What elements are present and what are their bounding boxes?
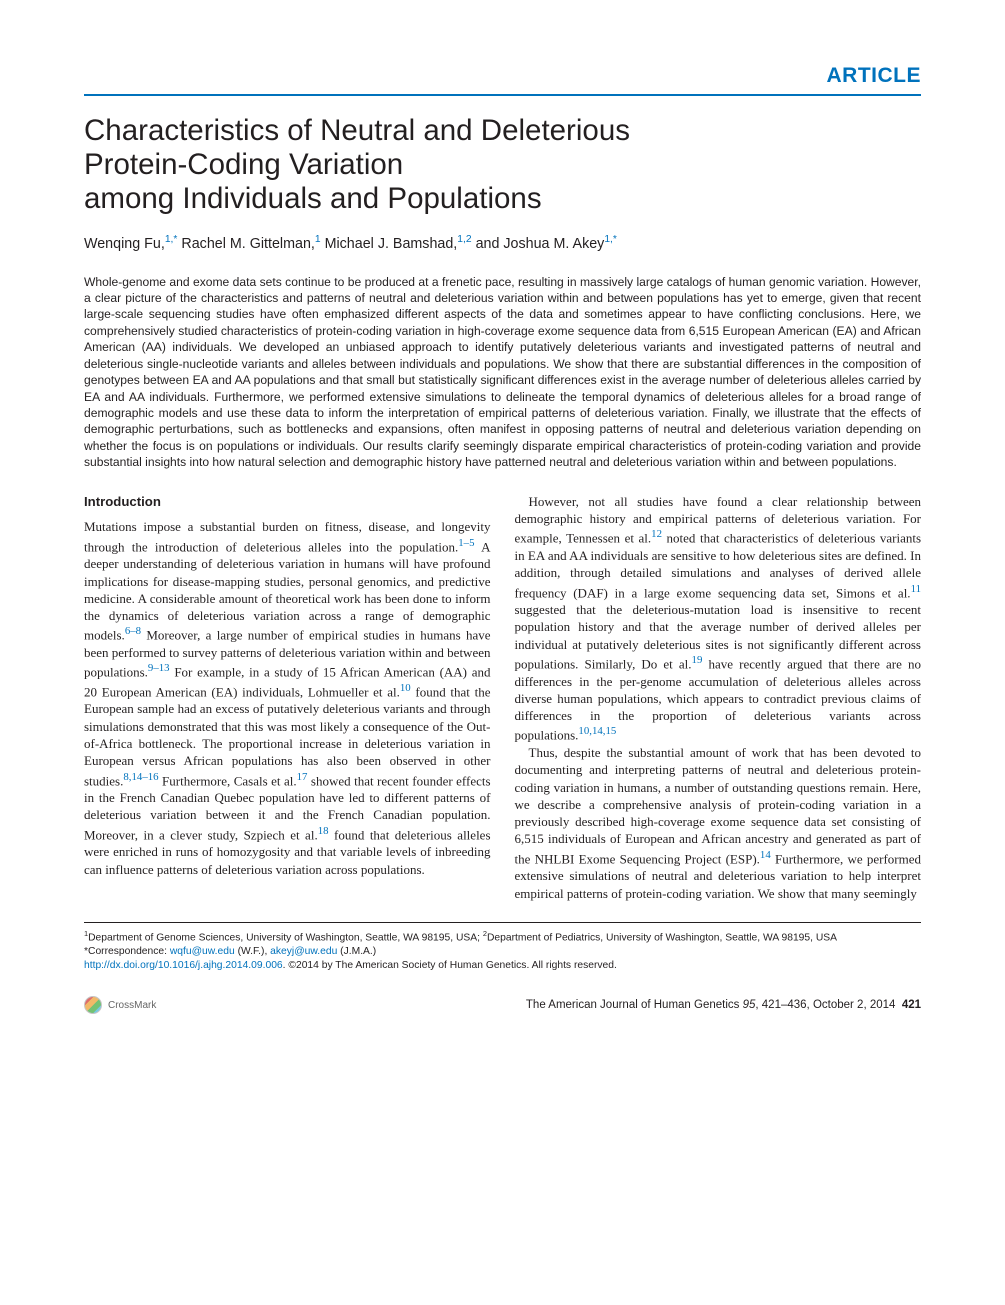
article-title: Characteristics of Neutral and Deleterio… (84, 114, 921, 216)
copyright-text: . ©2014 by The American Society of Human… (283, 960, 617, 971)
corresp-text: (W.F.), (235, 946, 270, 957)
abstract: Whole-genome and exome data sets continu… (84, 274, 921, 471)
section-heading-introduction: Introduction (84, 493, 491, 511)
citation-link[interactable]: 19 (692, 654, 703, 666)
header-rule (84, 94, 921, 96)
corresp-text: (J.M.A.) (337, 946, 376, 957)
title-line-3: among Individuals and Populations (84, 182, 542, 215)
crossmark-icon (84, 996, 102, 1014)
citation-link[interactable]: 10 (400, 682, 411, 694)
article-type-badge: ARTICLE (84, 64, 921, 88)
body-text: Mutations impose a substantial burden on… (84, 519, 491, 554)
citation-link[interactable]: 6–8 (125, 625, 141, 637)
author-affil-link[interactable]: 1 (315, 234, 321, 245)
issue-pages: , 421–436, October 2, 2014 (755, 999, 895, 1011)
citation-link[interactable]: 12 (651, 528, 662, 540)
journal-name: The American Journal of Human Genetics (526, 999, 743, 1011)
citation-link[interactable]: 9–13 (148, 662, 170, 674)
page-footer: CrossMark The American Journal of Human … (84, 996, 921, 1014)
author-name: and Joshua M. Akey (476, 236, 605, 252)
running-footer: The American Journal of Human Genetics 9… (526, 999, 921, 1011)
doi-link[interactable]: http://dx.doi.org/10.1016/j.ajhg.2014.09… (84, 960, 283, 971)
paragraph: Mutations impose a substantial burden on… (84, 518, 491, 878)
crossmark-widget[interactable]: CrossMark (84, 996, 156, 1014)
page-number: 421 (902, 999, 921, 1011)
citation-link[interactable]: 14 (760, 849, 771, 861)
citation-link[interactable]: 1–5 (458, 537, 474, 549)
body-text: Furthermore, Casals et al. (162, 773, 297, 788)
corresp-email-link[interactable]: wqfu@uw.edu (170, 946, 235, 957)
author-corresp-link[interactable]: * (613, 234, 617, 245)
author-affil-link[interactable]: 1,2 (457, 234, 471, 245)
citation-link[interactable]: 18 (318, 825, 329, 837)
title-line-2: Protein-Coding Variation (84, 148, 403, 181)
citation-link[interactable]: 10,14,15 (578, 725, 616, 737)
author-corresp-link[interactable]: * (173, 234, 177, 245)
author-name: Wenqing Fu, (84, 236, 165, 252)
footnote-rule (84, 922, 921, 923)
author-name: Rachel M. Gittelman, (181, 236, 314, 252)
author-affil-link[interactable]: 1, (604, 234, 613, 245)
crossmark-label: CrossMark (108, 1000, 156, 1011)
volume: 95 (743, 999, 756, 1011)
author-name: Michael J. Bamshad, (325, 236, 458, 252)
correspondence: *Correspondence: wqfu@uw.edu (W.F.), ake… (84, 945, 921, 959)
doi-line: http://dx.doi.org/10.1016/j.ajhg.2014.09… (84, 959, 921, 973)
page-container: ARTICLE Characteristics of Neutral and D… (0, 0, 1005, 1044)
title-line-1: Characteristics of Neutral and Deleterio… (84, 114, 630, 147)
paragraph: Thus, despite the substantial amount of … (515, 744, 922, 902)
citation-link[interactable]: 11 (911, 583, 921, 595)
affil-text: Department of Pediatrics, University of … (487, 932, 837, 943)
affil-text: Department of Genome Sciences, Universit… (88, 932, 483, 943)
affiliations: 1Department of Genome Sciences, Universi… (84, 929, 921, 945)
body-text: Thus, despite the substantial amount of … (515, 745, 922, 866)
paragraph: However, not all studies have found a cl… (515, 493, 922, 744)
citation-link[interactable]: 8,14–16 (123, 771, 158, 783)
citation-link[interactable]: 17 (297, 771, 308, 783)
corresp-label: *Correspondence: (84, 946, 170, 957)
author-list: Wenqing Fu,1,* Rachel M. Gittelman,1 Mic… (84, 234, 921, 252)
body-columns: Introduction Mutations impose a substant… (84, 493, 921, 902)
corresp-email-link[interactable]: akeyj@uw.edu (270, 946, 337, 957)
